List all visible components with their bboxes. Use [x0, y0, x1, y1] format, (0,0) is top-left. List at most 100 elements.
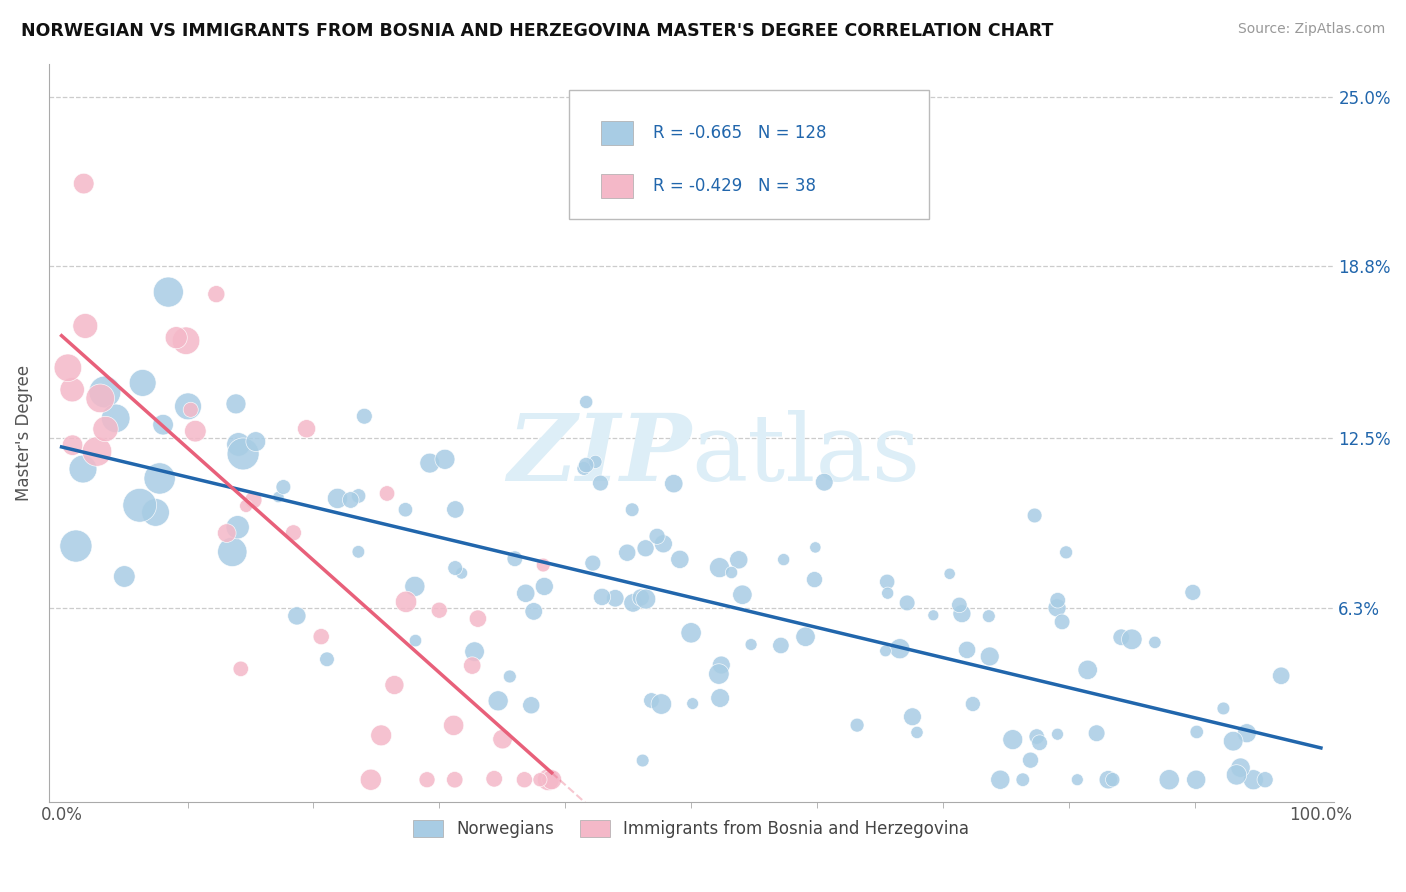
Point	[229, 662, 252, 676]
Legend: Norwegians, Immigrants from Bosnia and Herzegovina: Norwegians, Immigrants from Bosnia and H…	[406, 814, 976, 845]
Point	[416, 772, 439, 787]
Text: R = -0.429   N = 38: R = -0.429 N = 38	[652, 177, 815, 194]
Point	[1212, 701, 1234, 715]
Point	[731, 588, 754, 602]
Point	[631, 754, 654, 768]
Point	[316, 652, 339, 666]
Point	[681, 625, 703, 640]
Point	[962, 697, 984, 711]
Point	[128, 498, 150, 512]
Point	[1229, 761, 1251, 775]
Point	[804, 541, 827, 555]
Point	[89, 392, 111, 406]
Point	[427, 603, 450, 617]
Point	[60, 383, 83, 397]
Y-axis label: Master's Degree: Master's Degree	[15, 365, 32, 501]
Point	[1241, 772, 1264, 787]
Point	[395, 595, 418, 609]
Point	[165, 331, 187, 345]
Point	[846, 718, 869, 732]
Point	[582, 556, 605, 570]
Point	[1077, 663, 1099, 677]
Point	[1025, 730, 1047, 744]
Point	[523, 604, 546, 618]
Text: atlas: atlas	[692, 410, 921, 500]
Text: ZIP: ZIP	[508, 410, 692, 500]
Point	[75, 318, 97, 333]
Point	[347, 489, 370, 503]
Point	[1225, 768, 1247, 782]
Point	[444, 502, 467, 516]
Point	[86, 444, 108, 458]
Point	[621, 596, 644, 610]
Point	[1066, 772, 1088, 787]
Point	[652, 537, 675, 551]
Point	[226, 520, 249, 534]
Point	[131, 376, 153, 390]
Point	[669, 552, 692, 566]
Point	[662, 476, 685, 491]
Point	[149, 471, 172, 485]
Point	[575, 458, 598, 472]
Point	[710, 658, 733, 673]
Point	[948, 598, 970, 612]
Point	[326, 491, 349, 506]
Point	[221, 545, 243, 559]
Point	[1046, 600, 1069, 615]
Point	[529, 772, 551, 787]
Point	[1011, 772, 1033, 787]
Point	[491, 732, 513, 747]
Point	[73, 177, 96, 191]
Point	[709, 560, 731, 574]
Point	[347, 545, 370, 559]
Point	[72, 462, 94, 476]
Point	[769, 639, 792, 653]
Text: Source: ZipAtlas.com: Source: ZipAtlas.com	[1237, 22, 1385, 37]
Point	[1222, 734, 1244, 748]
Point	[889, 641, 911, 656]
Point	[112, 569, 135, 583]
Point	[360, 772, 382, 787]
Point	[450, 566, 472, 581]
Point	[467, 612, 489, 626]
Point	[583, 455, 606, 469]
Point	[464, 645, 486, 659]
Point	[589, 476, 612, 491]
Text: R = -0.665   N = 128: R = -0.665 N = 128	[652, 124, 827, 143]
Point	[482, 772, 505, 786]
Point	[922, 608, 945, 623]
Point	[938, 566, 960, 581]
Point	[1085, 726, 1108, 740]
Point	[727, 553, 749, 567]
Point	[405, 633, 427, 648]
Point	[443, 718, 465, 732]
Point	[232, 447, 254, 461]
Point	[813, 475, 835, 490]
Point	[630, 591, 652, 605]
Point	[537, 772, 560, 787]
Point	[905, 725, 928, 739]
Point	[1024, 508, 1046, 523]
Point	[645, 529, 668, 543]
Point	[720, 566, 742, 580]
Point	[572, 461, 595, 475]
Point	[65, 539, 87, 553]
Point	[979, 649, 1001, 664]
Point	[273, 480, 295, 494]
Point	[184, 424, 207, 438]
Point	[1236, 726, 1258, 740]
Point	[353, 409, 375, 424]
Point	[242, 493, 264, 508]
Point	[444, 561, 467, 575]
Point	[876, 574, 898, 589]
Point	[956, 643, 979, 657]
Point	[901, 710, 924, 724]
Point	[1019, 753, 1042, 767]
Point	[875, 644, 897, 658]
Point	[145, 505, 167, 519]
Point	[988, 772, 1011, 787]
Point	[876, 586, 898, 600]
Point	[1185, 772, 1208, 787]
FancyBboxPatch shape	[602, 121, 634, 145]
Point	[977, 609, 1000, 624]
